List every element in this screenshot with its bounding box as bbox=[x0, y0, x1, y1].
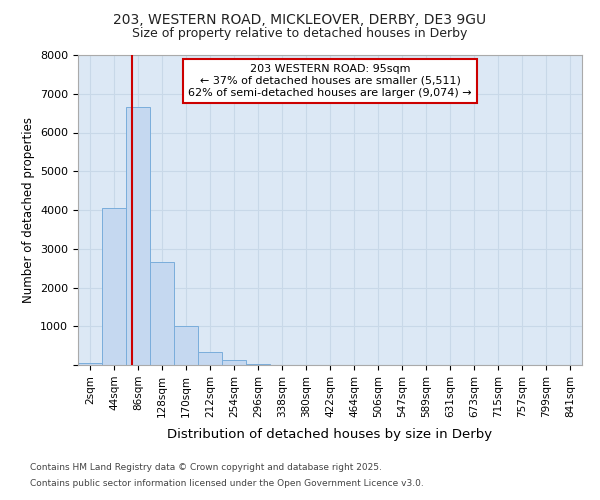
Y-axis label: Number of detached properties: Number of detached properties bbox=[22, 117, 35, 303]
Bar bbox=[102, 208, 126, 365]
Bar bbox=[222, 360, 246, 365]
Bar bbox=[246, 364, 270, 365]
Bar bbox=[150, 262, 174, 365]
Text: Size of property relative to detached houses in Derby: Size of property relative to detached ho… bbox=[133, 28, 467, 40]
Text: Contains HM Land Registry data © Crown copyright and database right 2025.: Contains HM Land Registry data © Crown c… bbox=[30, 464, 382, 472]
Bar bbox=[78, 363, 102, 365]
X-axis label: Distribution of detached houses by size in Derby: Distribution of detached houses by size … bbox=[167, 428, 493, 441]
Text: 203 WESTERN ROAD: 95sqm
← 37% of detached houses are smaller (5,511)
62% of semi: 203 WESTERN ROAD: 95sqm ← 37% of detache… bbox=[188, 64, 472, 98]
Bar bbox=[126, 108, 150, 365]
Text: 203, WESTERN ROAD, MICKLEOVER, DERBY, DE3 9GU: 203, WESTERN ROAD, MICKLEOVER, DERBY, DE… bbox=[113, 12, 487, 26]
Bar bbox=[198, 352, 222, 365]
Text: Contains public sector information licensed under the Open Government Licence v3: Contains public sector information licen… bbox=[30, 478, 424, 488]
Bar bbox=[174, 326, 198, 365]
